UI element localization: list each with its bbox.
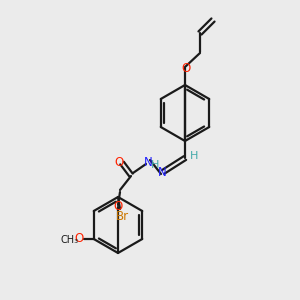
Text: N: N <box>144 155 152 169</box>
Text: O: O <box>113 200 123 212</box>
Text: O: O <box>182 61 190 74</box>
Text: N: N <box>158 166 166 178</box>
Text: H: H <box>190 151 198 161</box>
Text: CH₃: CH₃ <box>61 235 79 245</box>
Text: H: H <box>151 160 159 170</box>
Text: Br: Br <box>116 211 129 224</box>
Text: O: O <box>74 232 83 245</box>
Text: O: O <box>114 155 124 169</box>
